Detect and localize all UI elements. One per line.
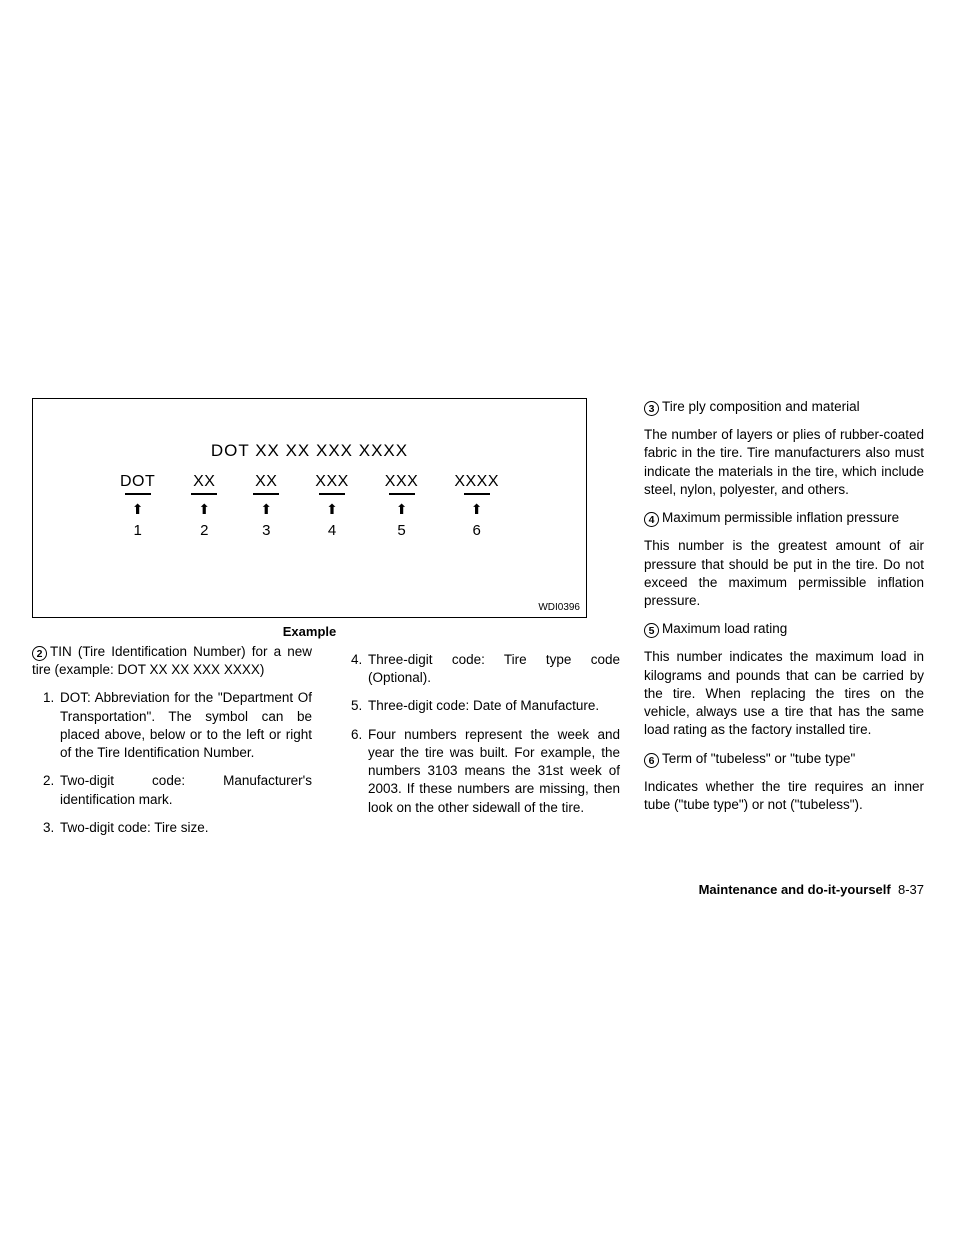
list-item: DOT: Abbreviation for the "Department Of… [58,689,312,762]
text-column-3: 3Tire ply composition and material The n… [644,398,924,824]
list-item: Two-digit code: Manufacturer's identific… [58,772,312,808]
section-5-body: This number indicates the maximum load i… [644,648,924,739]
up-arrow-icon: ⬆ [132,501,144,518]
dot-label: XXX [315,473,349,491]
dot-col-2: XX ⬆ 2 [191,473,217,539]
section-4-heading: 4Maximum permissible inflation pressure [644,509,924,527]
page-footer: Maintenance and do-it-yourself 8-37 [699,882,924,897]
dot-col-5: XXX ⬆ 5 [385,473,419,539]
underline [125,493,151,495]
section-3-heading: 3Tire ply composition and material [644,398,924,416]
heading-text: Maximum load rating [662,621,787,636]
text-column-2: Three-digit code: Tire type code (Option… [340,643,620,847]
dot-num: 3 [262,522,270,539]
heading-text: Tire ply composition and material [662,399,860,414]
dot-breakdown-row: DOT ⬆ 1 XX ⬆ 2 XX ⬆ 3 XXX ⬆ 4 [33,473,586,539]
circled-6-icon: 6 [644,753,659,768]
list-item: Four numbers represent the week and year… [366,726,620,817]
section-6-heading: 6Term of "tubeless" or "tube type" [644,750,924,768]
dot-label: XXXX [454,473,499,491]
circled-4-icon: 4 [644,512,659,527]
dot-num: 1 [133,522,141,539]
dot-num: 2 [200,522,208,539]
section-5-heading: 5Maximum load rating [644,620,924,638]
up-arrow-icon: ⬆ [198,501,210,518]
footer-section-name: Maintenance and do-it-yourself [699,882,891,897]
text-column-1: 2TIN (Tire Identification Number) for a … [32,643,312,847]
dot-col-6: XXXX ⬆ 6 [454,473,499,539]
figure-caption: Example [32,624,587,639]
tin-intro-text: TIN (Tire Identification Number) for a n… [32,644,312,677]
section-4-body: This number is the greatest amount of ai… [644,537,924,610]
up-arrow-icon: ⬆ [326,501,338,518]
up-arrow-icon: ⬆ [471,501,483,518]
list-item: Three-digit code: Date of Manufacture. [366,697,620,715]
tin-intro: 2TIN (Tire Identification Number) for a … [32,643,312,679]
tin-list-part2: Three-digit code: Tire type code (Option… [340,651,620,817]
up-arrow-icon: ⬆ [260,501,272,518]
dot-label: XX [255,473,277,491]
dot-col-4: XXX ⬆ 4 [315,473,349,539]
circled-3-icon: 3 [644,401,659,416]
underline [389,493,415,495]
dot-col-1: DOT ⬆ 1 [120,473,155,539]
underline [191,493,217,495]
tin-figure: DOT XX XX XXX XXXX DOT ⬆ 1 XX ⬆ 2 XX ⬆ 3 [32,398,587,618]
underline [319,493,345,495]
tin-list-part1: DOT: Abbreviation for the "Department Of… [32,689,312,837]
dot-label: XX [193,473,215,491]
list-item: Three-digit code: Tire type code (Option… [366,651,620,687]
dot-num: 6 [472,522,480,539]
dot-num: 4 [328,522,336,539]
figure-code: WDI0396 [538,602,580,613]
underline [464,493,490,495]
circled-5-icon: 5 [644,623,659,638]
dot-num: 5 [397,522,405,539]
dot-header-text: DOT XX XX XXX XXXX [33,441,586,461]
up-arrow-icon: ⬆ [396,501,408,518]
list-item: Two-digit code: Tire size. [58,819,312,837]
underline [253,493,279,495]
dot-col-3: XX ⬆ 3 [253,473,279,539]
circled-2-icon: 2 [32,646,47,661]
section-3-body: The number of layers or plies of rubber-… [644,426,924,499]
section-6-body: Indicates whether the tire requires an i… [644,778,924,814]
heading-text: Term of "tubeless" or "tube type" [662,751,855,766]
heading-text: Maximum permissible inflation pressure [662,510,899,525]
footer-page-number: 8-37 [898,882,924,897]
dot-label: DOT [120,473,155,491]
dot-label: XXX [385,473,419,491]
